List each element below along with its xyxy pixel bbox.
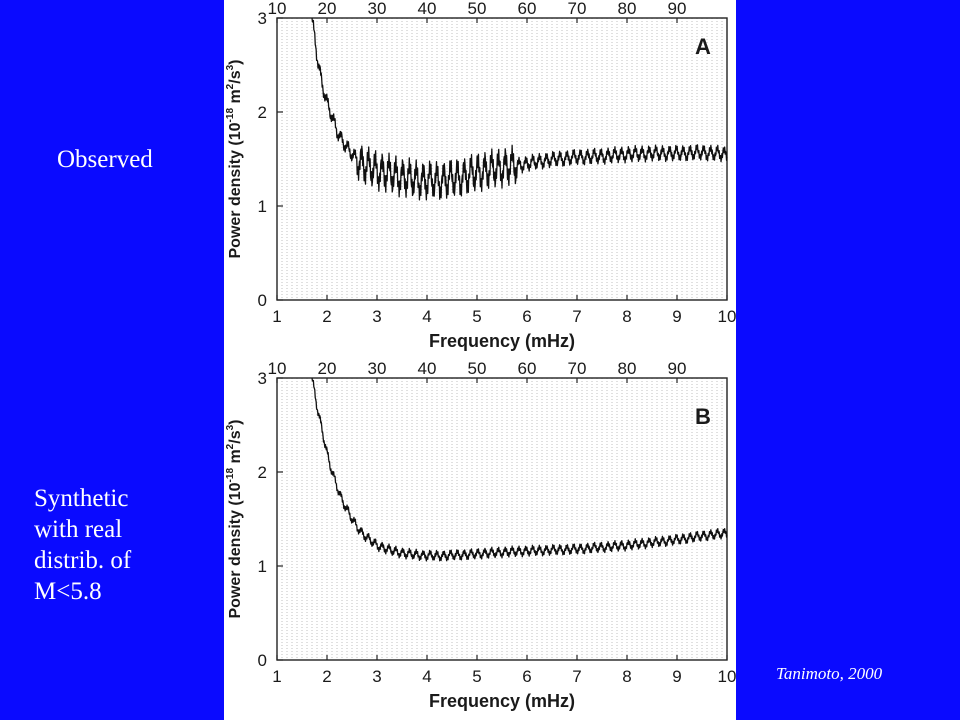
y-tick-label: 3	[258, 9, 267, 28]
panel-letter: A	[695, 34, 711, 59]
y-tick-label: 2	[258, 103, 267, 122]
figure: 1 2 3 4 5 6 7 8 9 10 10 20 30 40 50 60 70 80 90 0 1 2 3 Frequen…	[224, 0, 736, 720]
y-axis-label-unit: m	[227, 449, 244, 468]
y-axis-label-unit: /s	[227, 430, 244, 443]
x-axis-label: Frequency (mHz)	[429, 691, 575, 711]
y-axis-label-exponent: 2	[225, 83, 236, 89]
y-tick-label: 0	[258, 651, 267, 670]
x-tick-label: 9	[672, 307, 681, 326]
top-tick-label: 90	[668, 360, 687, 378]
x-tick-label: 10	[718, 307, 736, 326]
panel-letter: B	[695, 404, 711, 429]
x-tick-label: 5	[472, 307, 481, 326]
x-tick-label: 9	[672, 667, 681, 686]
top-tick-label: 40	[418, 0, 437, 18]
y-axis-label-exponent: -18	[225, 108, 236, 123]
top-tick-label: 40	[418, 360, 437, 378]
y-axis-label: Power density (10-18 m2/s3)	[225, 420, 244, 619]
x-tick-label: 1	[272, 307, 281, 326]
y-axis-label-close: )	[227, 420, 244, 425]
x-tick-label: 3	[372, 307, 381, 326]
top-tick-label: 30	[368, 360, 387, 378]
top-tick-label: 30	[368, 0, 387, 18]
x-tick-label: 6	[522, 667, 531, 686]
top-tick-label: 70	[568, 0, 587, 18]
series-line	[311, 377, 728, 562]
y-tick-label: 1	[258, 557, 267, 576]
top-tick-label: 20	[318, 0, 337, 18]
y-axis-label-main: Power density (10	[227, 122, 244, 258]
top-tick-label: 80	[618, 360, 637, 378]
citation: Tanimoto, 2000	[776, 664, 883, 683]
x-axis-label: Frequency (mHz)	[429, 331, 575, 351]
y-axis-label-close: )	[227, 60, 244, 65]
y-tick-label: 2	[258, 463, 267, 482]
top-tick-label: 10	[268, 0, 287, 18]
top-tick-label: 60	[518, 0, 537, 18]
x-tick-label: 2	[322, 307, 331, 326]
top-tick-label: 50	[468, 360, 487, 378]
top-tick-label: 90	[668, 0, 687, 18]
top-tick-label: 60	[518, 360, 537, 378]
plot-frame	[276, 377, 728, 661]
series-line	[311, 17, 728, 201]
y-axis-label-unit: /s	[227, 70, 244, 83]
top-tick-label: 20	[318, 360, 337, 378]
y-axis-label: Power density (10-18 m2/s3)	[225, 60, 244, 259]
y-axis-label-exponent: 2	[225, 443, 236, 449]
y-axis-label-exponent: -18	[225, 468, 236, 483]
x-tick-label: 3	[372, 667, 381, 686]
x-tick-label: 4	[422, 307, 431, 326]
x-tick-label: 8	[622, 667, 631, 686]
top-tick-label: 70	[568, 360, 587, 378]
y-axis-label-exponent: 3	[225, 64, 236, 70]
y-axis-label-main: Power density (10	[227, 482, 244, 618]
top-tick-label: 50	[468, 0, 487, 18]
top-tick-label: 80	[618, 0, 637, 18]
y-tick-label: 1	[258, 197, 267, 216]
y-tick-label: 3	[258, 369, 267, 388]
synthetic-label: Synthetic with real distrib. of M<5.8	[34, 485, 132, 605]
x-tick-label: 10	[718, 667, 736, 686]
y-tick-label: 0	[258, 291, 267, 310]
x-tick-label: 4	[422, 667, 431, 686]
y-axis-label-unit: m	[227, 89, 244, 108]
x-tick-label: 6	[522, 307, 531, 326]
x-tick-label: 2	[322, 667, 331, 686]
observed-label: Observed	[57, 146, 153, 173]
y-axis-label-exponent: 3	[225, 424, 236, 430]
x-tick-label: 1	[272, 667, 281, 686]
x-tick-label: 5	[472, 667, 481, 686]
x-tick-label: 7	[572, 667, 581, 686]
x-tick-label: 8	[622, 307, 631, 326]
top-tick-label: 10	[268, 360, 287, 378]
x-tick-label: 7	[572, 307, 581, 326]
